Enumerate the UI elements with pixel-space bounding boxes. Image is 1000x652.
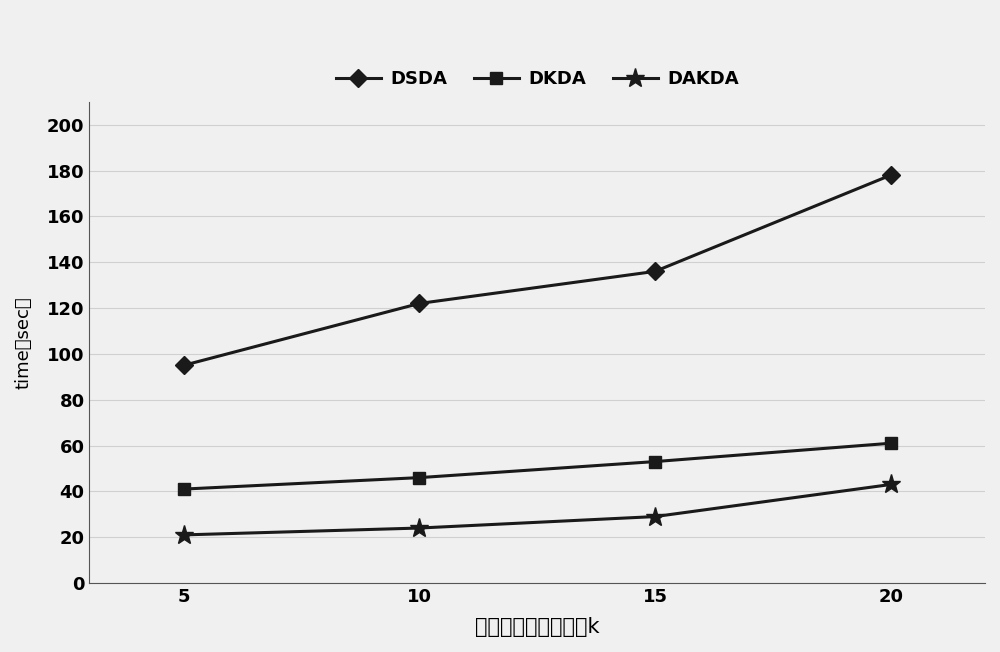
Legend: DSDA, DKDA, DAKDA: DSDA, DKDA, DAKDA xyxy=(329,63,746,95)
Y-axis label: time（sec）: time（sec） xyxy=(15,296,33,389)
DSDA xyxy=(413,299,425,307)
Line: DAKDA: DAKDA xyxy=(174,475,900,544)
DKDA xyxy=(178,485,190,493)
DKDA xyxy=(649,458,661,466)
DSDA xyxy=(178,361,190,369)
DAKDA xyxy=(413,524,425,532)
Line: DSDA: DSDA xyxy=(177,169,897,372)
DAKDA xyxy=(649,512,661,520)
DSDA xyxy=(885,171,897,179)
Line: DKDA: DKDA xyxy=(177,437,897,496)
X-axis label: 查询返回结果集大小k: 查询返回结果集大小k xyxy=(475,617,599,637)
DKDA xyxy=(885,439,897,447)
DSDA xyxy=(649,267,661,275)
DKDA xyxy=(413,474,425,482)
DAKDA xyxy=(885,481,897,488)
DAKDA xyxy=(178,531,190,539)
